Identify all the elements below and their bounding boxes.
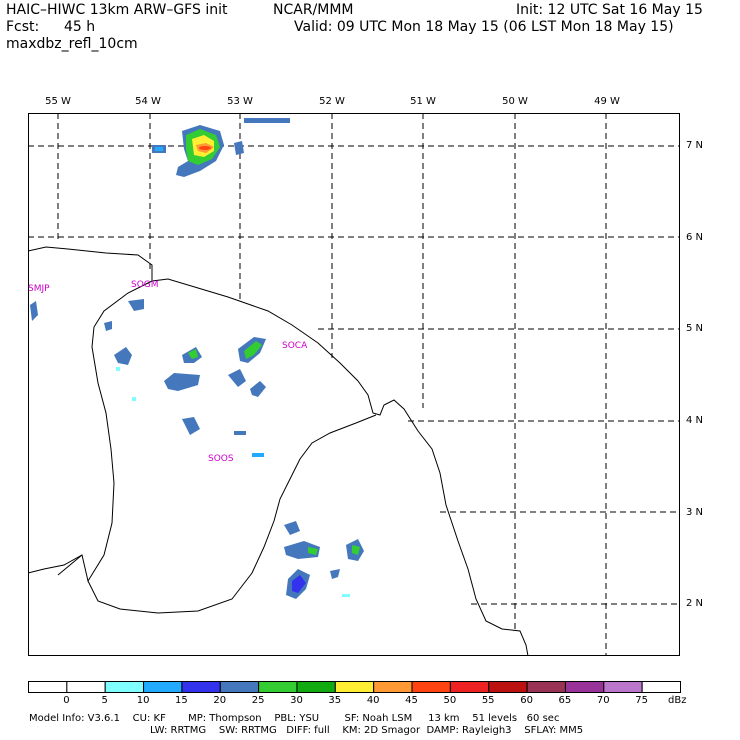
- station-label-smjp: SMJP: [28, 284, 50, 294]
- colorbar-unit: dBz: [668, 695, 687, 706]
- field-name: maxdbz_refl_10cm: [6, 36, 138, 52]
- colorbar-tick-label: 60: [520, 695, 533, 706]
- forecast-hour: 45 h: [64, 19, 96, 35]
- model-info-line1: Model Info: V3.6.1 CU: KF MP: Thompson P…: [29, 713, 560, 724]
- lon-label-50w: 50 W: [502, 96, 528, 107]
- colorbar-bin: [258, 681, 298, 693]
- colorbar-tick-label: 5: [101, 695, 108, 706]
- colorbar-tick-label: 75: [635, 695, 648, 706]
- lon-label-51w: 51 W: [410, 96, 436, 107]
- reflectivity-cells: [30, 118, 364, 599]
- colorbar-bin: [373, 681, 413, 693]
- colorbar-bin: [219, 681, 260, 693]
- colorbar-tick-label: 70: [596, 695, 610, 706]
- colorbar-tick-label: 65: [558, 695, 572, 706]
- colorbar-bin: [296, 681, 336, 693]
- colorbar-bin: [28, 681, 68, 693]
- init-time: Init: 12 UTC Sat 16 May 15: [516, 2, 703, 18]
- lat-lon-grid: [28, 113, 680, 656]
- map-frame: [28, 113, 680, 656]
- colorbar-tick-label: 40: [366, 695, 380, 706]
- colorbar-bin: [603, 681, 643, 693]
- model-info-line2: LW: RRTMG SW: RRTMG DIFF: full KM: 2D Sm…: [150, 725, 584, 736]
- coastline: [28, 246, 529, 656]
- storm-cell-north: [152, 118, 290, 177]
- colorbar-tick-label: 35: [328, 695, 342, 706]
- colorbar-tick-label: 25: [251, 695, 265, 706]
- colorbar-bin: [104, 681, 145, 693]
- organization: NCAR/MMM: [273, 2, 354, 18]
- colorbar-tick-label: 45: [405, 695, 418, 706]
- lon-label-54w: 54 W: [135, 96, 161, 107]
- forecast-label: Fcst:: [6, 19, 40, 35]
- colorbar-tick-label: 10: [136, 695, 150, 706]
- colorbar-bin: [564, 681, 605, 693]
- lat-label-3n: 3 N: [686, 507, 704, 518]
- storm-cells-south: [284, 521, 364, 599]
- colorbar-tick-label: 55: [481, 695, 495, 706]
- reflectivity-colorbar: [28, 681, 681, 693]
- colorbar-bin: [488, 681, 528, 693]
- colorbar-tick-label: 30: [290, 695, 303, 706]
- station-label-sogm: SOGM: [131, 280, 159, 290]
- colorbar-bin: [411, 681, 451, 693]
- lon-label-49w: 49 W: [594, 96, 620, 107]
- lat-label-6n: 6 N: [686, 232, 704, 243]
- colorbar-bin: [526, 681, 566, 693]
- lat-label-4n: 4 N: [686, 415, 704, 426]
- lat-label-5n: 5 N: [686, 323, 704, 334]
- colorbar-bin: [181, 681, 221, 693]
- reflectivity-map: [28, 113, 680, 656]
- colorbar-tick-label: 15: [175, 695, 188, 706]
- model-title: HAIC–HIWC 13km ARW–GFS init: [6, 2, 228, 18]
- station-label-soca: SOCA: [282, 341, 308, 351]
- colorbar-bin: [641, 681, 681, 693]
- station-label-soos: SOOS: [208, 454, 234, 464]
- lon-label-52w: 52 W: [319, 96, 345, 107]
- valid-time: Valid: 09 UTC Mon 18 May 15 (06 LST Mon …: [294, 19, 674, 35]
- lon-label-53w: 53 W: [227, 96, 253, 107]
- colorbar-tick-label: 50: [443, 695, 457, 706]
- lat-label-2n: 2 N: [686, 598, 704, 609]
- colorbar-bin: [143, 681, 183, 693]
- storm-cells-interior: [30, 299, 266, 457]
- colorbar-bin: [66, 681, 106, 693]
- lat-label-7n: 7 N: [686, 140, 704, 151]
- colorbar-tick-label: 20: [213, 695, 227, 706]
- lon-label-55w: 55 W: [45, 96, 71, 107]
- colorbar-tick-label: 0: [63, 695, 70, 706]
- colorbar-bin: [334, 681, 375, 693]
- colorbar-bin: [449, 681, 490, 693]
